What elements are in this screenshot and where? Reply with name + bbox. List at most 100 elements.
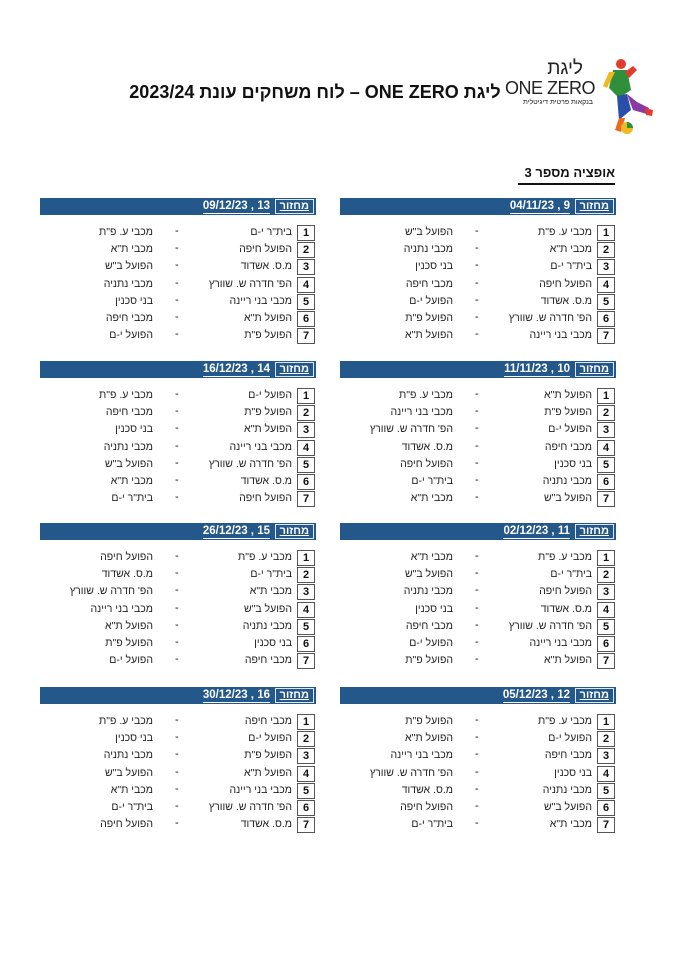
versus-dash: - xyxy=(175,765,179,778)
round-block: מחזור 05/12/23 , 12 1 מכבי ע. פ"ת - הפוע… xyxy=(340,687,616,837)
home-team: מ.ס. אשדוד xyxy=(240,475,292,487)
home-team: מכבי חיפה xyxy=(244,654,292,667)
match-number: 6 xyxy=(297,800,315,816)
away-team: הפועל פ"ת xyxy=(405,715,453,727)
versus-dash: - xyxy=(175,550,179,562)
home-team: בני סכנין xyxy=(554,766,592,779)
match-number: 4 xyxy=(297,765,315,782)
versus-dash: - xyxy=(175,748,179,761)
match-number: 3 xyxy=(297,748,315,765)
match-row: 1 הפועל י-ם - מכבי ע. פ"ת xyxy=(40,388,316,405)
away-team: מכבי חיפה xyxy=(405,277,453,290)
away-team: הפועל חיפה xyxy=(400,801,453,813)
away-team: הפועל ב"ש xyxy=(104,260,153,273)
round-block: מחזור 09/12/23 , 13 1 בית"ר י-ם - מכבי ע… xyxy=(40,198,316,348)
round-header-bar: מחזור 04/11/23 , 9 xyxy=(340,198,616,215)
away-team: מכבי בני ריינה xyxy=(90,602,153,615)
date-separator: , xyxy=(247,689,258,701)
date-separator: , xyxy=(554,200,564,212)
away-team: מכבי ע. פ"ת xyxy=(99,715,153,727)
option-subtitle: אופציה מספר 3 xyxy=(524,165,615,180)
away-team: בני סכנין xyxy=(415,260,453,273)
match-row: 4 הפועל ת"א - הפועל ב"ש xyxy=(40,765,316,783)
home-team: מכבי ע. פ"ת xyxy=(538,551,592,563)
versus-dash: - xyxy=(475,474,479,486)
round-header-bar: מחזור 02/12/23 , 11 xyxy=(340,523,616,540)
match-row: 3 מכבי ת"א - הפ' חדרה ש. שוורץ xyxy=(40,584,316,601)
away-team: בני סכנין xyxy=(415,602,453,615)
home-team: בני סכנין xyxy=(254,637,292,649)
versus-dash: - xyxy=(475,636,479,648)
match-row: 4 הפועל ב"ש - מכבי בני ריינה xyxy=(40,601,316,619)
versus-dash: - xyxy=(475,328,479,341)
home-team: בני סכנין xyxy=(554,457,592,470)
home-team: בית"ר י-ם xyxy=(250,568,292,581)
round-label: מחזור xyxy=(574,199,614,214)
match-date: 02/12/23 xyxy=(503,525,549,537)
match-number: 5 xyxy=(297,293,315,310)
versus-dash: - xyxy=(175,782,179,795)
match-number: 1 xyxy=(297,714,315,730)
versus-dash: - xyxy=(475,439,479,452)
match-number: 5 xyxy=(597,293,615,310)
home-team: הפועל פ"ת xyxy=(244,329,292,342)
match-date: 05/12/23 xyxy=(502,689,548,701)
away-team: מ.ס. אשדוד xyxy=(101,568,153,581)
away-team: הפועל חיפה xyxy=(100,818,153,831)
versus-dash: - xyxy=(475,491,479,504)
home-team: הפועל י-ם xyxy=(548,732,592,745)
versus-dash: - xyxy=(475,567,479,580)
match-row: 5 מכבי בני ריינה - מכבי ת"א xyxy=(40,782,316,800)
versus-dash: - xyxy=(475,653,479,666)
home-team: הפועל ב"ש xyxy=(543,492,592,505)
home-team: הפועל ת"א xyxy=(244,766,292,779)
match-row: 2 הפועל י-ם - הפועל ת"א xyxy=(340,731,616,748)
match-row: 4 מכבי בני ריינה - מכבי נתניה xyxy=(40,439,316,457)
versus-dash: - xyxy=(175,328,179,341)
match-row: 2 מכבי ת"א - מכבי נתניה xyxy=(340,242,616,259)
round-header-bar: מחזור 26/12/23 , 15 xyxy=(40,523,316,540)
match-row: 4 בני סכנין - הפ' חדרה ש. שוורץ xyxy=(340,765,616,783)
round-number: 10 xyxy=(557,363,570,375)
home-team: הפועל חיפה xyxy=(239,492,292,505)
round-label: מחזור xyxy=(574,524,614,539)
home-team: מכבי בני ריינה xyxy=(229,783,292,796)
home-team: הפועל ב"ש xyxy=(543,801,592,813)
match-row: 2 בית"ר י-ם - מ.ס. אשדוד xyxy=(40,567,316,584)
versus-dash: - xyxy=(475,259,479,272)
home-team: מכבי ע. פ"ת xyxy=(238,551,292,563)
round-number: 9 xyxy=(563,200,570,212)
match-number: 1 xyxy=(297,550,315,566)
match-row: 5 מכבי נתניה - הפועל ת"א xyxy=(40,618,316,636)
round-block: מחזור 11/11/23 , 10 1 הפועל ת"א - מכבי ע… xyxy=(340,361,616,511)
match-row: 5 מ.ס. אשדוד - הפועל י-ם xyxy=(340,293,616,311)
versus-dash: - xyxy=(175,439,179,452)
match-row: 6 מכבי נתניה - בית"ר י-ם xyxy=(340,474,616,491)
home-team: בית"ר י-ם xyxy=(550,568,592,581)
away-team: הפועל ב"ש xyxy=(404,226,453,238)
away-team: הפועל י-ם xyxy=(109,654,153,667)
round-label: מחזור xyxy=(274,524,314,539)
home-team: מכבי ת"א xyxy=(549,818,592,831)
versus-dash: - xyxy=(175,422,179,435)
versus-dash: - xyxy=(475,276,479,289)
versus-dash: - xyxy=(175,276,179,289)
versus-dash: - xyxy=(175,714,179,726)
home-team: מכבי ע. פ"ת xyxy=(538,226,592,238)
match-row: 4 מ.ס. אשדוד - בני סכנין xyxy=(340,601,616,619)
away-team: מכבי ת"א xyxy=(110,475,153,487)
away-team: בני סכנין xyxy=(115,423,153,436)
away-team: מ.ס. אשדוד xyxy=(401,783,453,796)
round-label: מחזור xyxy=(574,362,614,377)
home-team: בית"ר י-ם xyxy=(250,226,292,238)
round-header-bar: מחזור 30/12/23 , 16 xyxy=(40,687,316,704)
match-date: 26/12/23 xyxy=(202,525,248,537)
home-team: מ.ס. אשדוד xyxy=(240,260,292,273)
versus-dash: - xyxy=(175,618,179,631)
date-separator: , xyxy=(547,363,558,375)
away-team: בני סכנין xyxy=(115,294,153,307)
match-number: 2 xyxy=(297,731,315,748)
match-row: 3 מ.ס. אשדוד - הפועל ב"ש xyxy=(40,259,316,276)
soccer-player-icon xyxy=(603,59,653,134)
round-label: מחזור xyxy=(274,688,314,703)
